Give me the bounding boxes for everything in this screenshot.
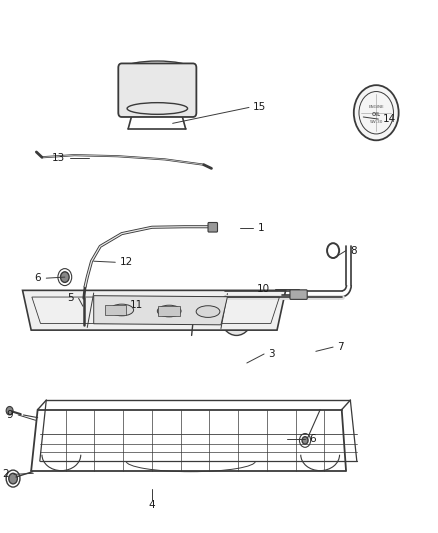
FancyBboxPatch shape [290, 290, 307, 300]
Polygon shape [22, 290, 286, 330]
Polygon shape [105, 305, 126, 316]
Circle shape [302, 437, 308, 444]
FancyBboxPatch shape [118, 63, 196, 117]
FancyBboxPatch shape [208, 222, 218, 232]
Circle shape [60, 272, 69, 282]
Circle shape [233, 311, 240, 319]
Text: 12: 12 [120, 257, 133, 267]
Text: OIL: OIL [372, 112, 381, 117]
Polygon shape [159, 306, 180, 317]
Text: 5W-30: 5W-30 [370, 120, 383, 124]
Circle shape [9, 473, 18, 484]
Text: 8: 8 [350, 246, 357, 256]
Text: 3: 3 [268, 349, 275, 359]
Ellipse shape [110, 304, 134, 316]
Ellipse shape [196, 306, 220, 317]
Ellipse shape [157, 305, 181, 317]
Text: 5: 5 [68, 293, 74, 303]
Text: 4: 4 [148, 500, 155, 510]
Ellipse shape [187, 317, 198, 322]
Circle shape [354, 85, 399, 140]
Text: 7: 7 [337, 342, 344, 352]
Text: ENGINE: ENGINE [368, 106, 384, 109]
Text: 2: 2 [2, 470, 9, 479]
Text: 15: 15 [253, 102, 267, 112]
Text: 6: 6 [309, 434, 316, 444]
Text: 10: 10 [257, 284, 270, 294]
Text: 9: 9 [7, 410, 13, 420]
Text: 14: 14 [383, 114, 396, 124]
Text: 16: 16 [159, 92, 172, 102]
Text: 1: 1 [258, 223, 264, 233]
Text: 13: 13 [52, 153, 65, 163]
Circle shape [220, 295, 253, 335]
Polygon shape [94, 296, 227, 325]
Circle shape [6, 407, 13, 415]
Text: 11: 11 [130, 300, 143, 310]
Text: 6: 6 [35, 273, 41, 283]
